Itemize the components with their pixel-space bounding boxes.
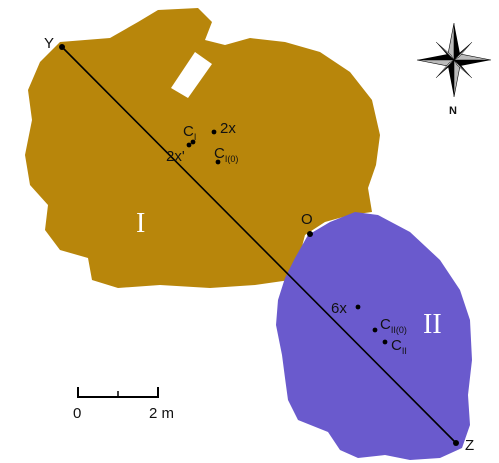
compass-rose-icon [416,22,492,98]
yz-axis-line [61,46,457,444]
point-c1-dot [190,139,196,145]
label-c1: CI [183,123,196,142]
point-o-dot [307,231,313,237]
label-6x: 6x [331,300,347,317]
scale-bar-start-label: 0 [73,405,81,422]
label-c10: CI(0) [214,145,238,164]
compass-north-label: N [449,105,457,117]
region-two-label: II [423,309,442,340]
region-one-notch [171,52,212,98]
point-2x-prime-dot [186,142,192,148]
label-2x-prime: 2x' [166,148,185,165]
scale-bar [77,387,159,398]
point-c2-dot [382,339,388,345]
label-z: Z [465,437,474,454]
point-y-dot [59,44,65,50]
label-c20: CII(0) [380,316,407,335]
point-c10-dot [215,159,221,165]
region-one-shape [25,8,380,288]
point-z-dot [453,440,459,446]
point-6x-dot [355,304,361,310]
point-c20-dot [372,327,378,333]
label-o: O [301,211,313,228]
region-two-shape [276,212,472,460]
label-c2: CII [391,337,407,356]
scale-bar-end-label: 2 m [149,405,174,422]
label-y: Y [44,35,54,52]
region-one-label: I [136,208,145,239]
point-2x-dot [211,129,217,135]
label-2x: 2x [220,120,236,137]
